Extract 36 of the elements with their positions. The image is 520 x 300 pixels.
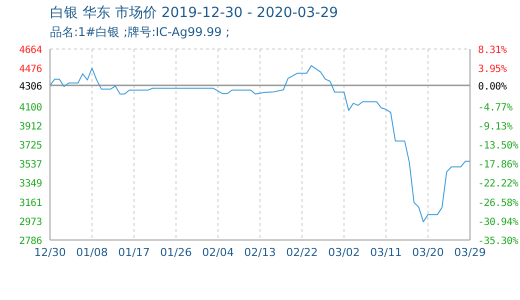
y-tick-label: 3912	[19, 121, 42, 132]
y-tick-label: 3349	[19, 178, 42, 190]
y2-tick-label: -9.13%	[478, 121, 513, 132]
x-tick-label: 01/26	[160, 246, 192, 259]
x-tick-label: 02/22	[286, 246, 318, 259]
y2-tick-label: -30.94%	[478, 216, 518, 228]
x-tick-label: 03/02	[328, 246, 360, 259]
y-tick-label: 3161	[19, 198, 42, 209]
line-series	[50, 65, 470, 222]
y2-tick-label: -17.86%	[478, 160, 518, 171]
y2-tick-label: -26.58%	[478, 198, 518, 209]
x-tick-label: 03/20	[412, 246, 444, 259]
chart-subtitle: 品名:1#白银 ;牌号:IC-Ag99.99 ;	[50, 24, 230, 41]
y-tick-label: 3725	[19, 140, 42, 152]
y-tick-label: 4100	[19, 102, 42, 114]
x-tick-label: 12/30	[34, 246, 66, 259]
x-tick-label: 03/29	[454, 246, 486, 259]
x-tick-label: 03/11	[370, 246, 402, 259]
y-tick-label: 3537	[19, 160, 42, 171]
y2-tick-label: -13.50%	[478, 140, 518, 152]
y-tick-label: 2786	[19, 236, 42, 247]
y2-tick-label: -35.30%	[478, 236, 518, 247]
y2-tick-label: -4.77%	[478, 102, 513, 114]
x-tick-label: 02/04	[202, 246, 234, 259]
y2-tick-label: -22.22%	[478, 178, 518, 190]
y2-tick-label: 8.31%	[478, 45, 507, 56]
y-tick-label: 4664	[19, 45, 42, 56]
y2-tick-label: 3.95%	[478, 64, 507, 76]
y-tick-label: 4476	[19, 64, 42, 76]
y-tick-label: 4306	[19, 81, 42, 92]
chart-title: 白银 华东 市场价 2019-12-30 - 2020-03-29	[50, 4, 338, 22]
x-tick-label: 01/08	[76, 246, 108, 259]
x-tick-label: 02/13	[244, 246, 276, 259]
y2-tick-label: 0.00%	[478, 81, 507, 92]
x-tick-label: 01/17	[118, 246, 150, 259]
y-tick-label: 2973	[19, 216, 42, 228]
